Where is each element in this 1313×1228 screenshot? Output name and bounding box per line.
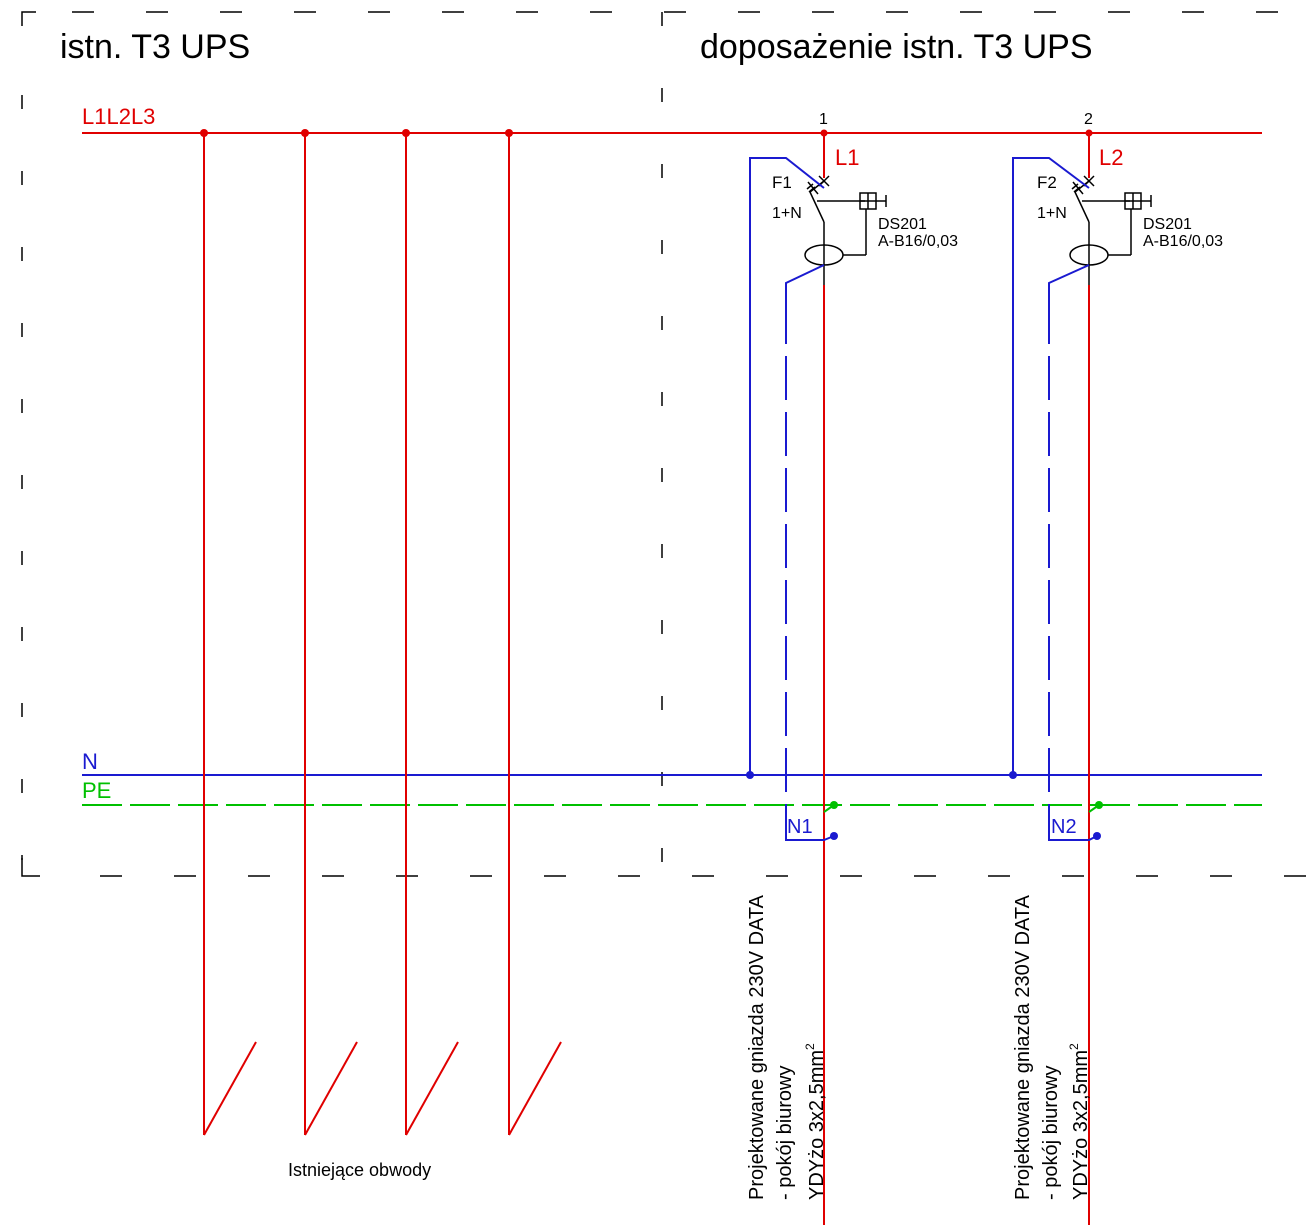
frame-corner-tl [21, 11, 36, 26]
existing-circuit [200, 129, 257, 1136]
right-section-title: doposażenie istn. T3 UPS [700, 28, 1093, 66]
busbars: L1L2L3 N PE [82, 104, 1262, 806]
circuit-description: Projektowane gniazda 230V DATA [746, 894, 768, 1200]
pe-bus-label: PE [82, 778, 111, 803]
circuit-neutral-label: N1 [787, 816, 813, 838]
circuit-neutral-label: N2 [1051, 816, 1077, 838]
circuit-phase-label: L2 [1099, 145, 1123, 170]
circuit-phase-label: L1 [835, 145, 859, 170]
left-section-title: istn. T3 UPS [60, 28, 250, 66]
panel-frame [21, 11, 1313, 877]
existing-circuits [200, 129, 562, 1136]
circuit-description: Projektowane gniazda 230V DATA [1012, 894, 1034, 1200]
existing-circuits-label: Istniejące obwody [288, 1160, 431, 1180]
circuit-cable: YDYżo 3x2,5mm2 [1067, 1043, 1092, 1200]
frame-corner-bl [21, 858, 40, 877]
device-rating: A-B16/0,03 [1143, 233, 1223, 250]
breaker-poles: 1+N [772, 205, 802, 222]
circuit-number: 2 [1084, 111, 1093, 128]
circuit-2: 2 L2 F2 1+N DS201 A-B16/0,03 [1009, 111, 1223, 1225]
circuit-number: 1 [819, 111, 828, 128]
breaker-poles: 1+N [1037, 205, 1067, 222]
circuit-1: 1 L1 F1 1+N DS201 A-B16/0,03 [746, 111, 958, 1225]
device-type: DS201 [878, 216, 927, 233]
breaker-symbol [804, 175, 887, 285]
circuit-cable: YDYżo 3x2,5mm2 [803, 1043, 828, 1200]
device-rating: A-B16/0,03 [878, 233, 958, 250]
circuit-location: - pokój biurowy [774, 1065, 796, 1200]
breaker-symbol [1069, 175, 1152, 285]
breaker-label: F1 [772, 173, 792, 192]
device-type: DS201 [1143, 216, 1192, 233]
neutral-bus-label: N [82, 749, 98, 774]
breaker-label: F2 [1037, 173, 1057, 192]
phase-bus-label: L1L2L3 [82, 104, 155, 129]
existing-circuit [505, 129, 562, 1136]
existing-circuit [301, 129, 358, 1136]
existing-circuit [402, 129, 459, 1136]
circuit-location: - pokój biurowy [1040, 1065, 1062, 1200]
